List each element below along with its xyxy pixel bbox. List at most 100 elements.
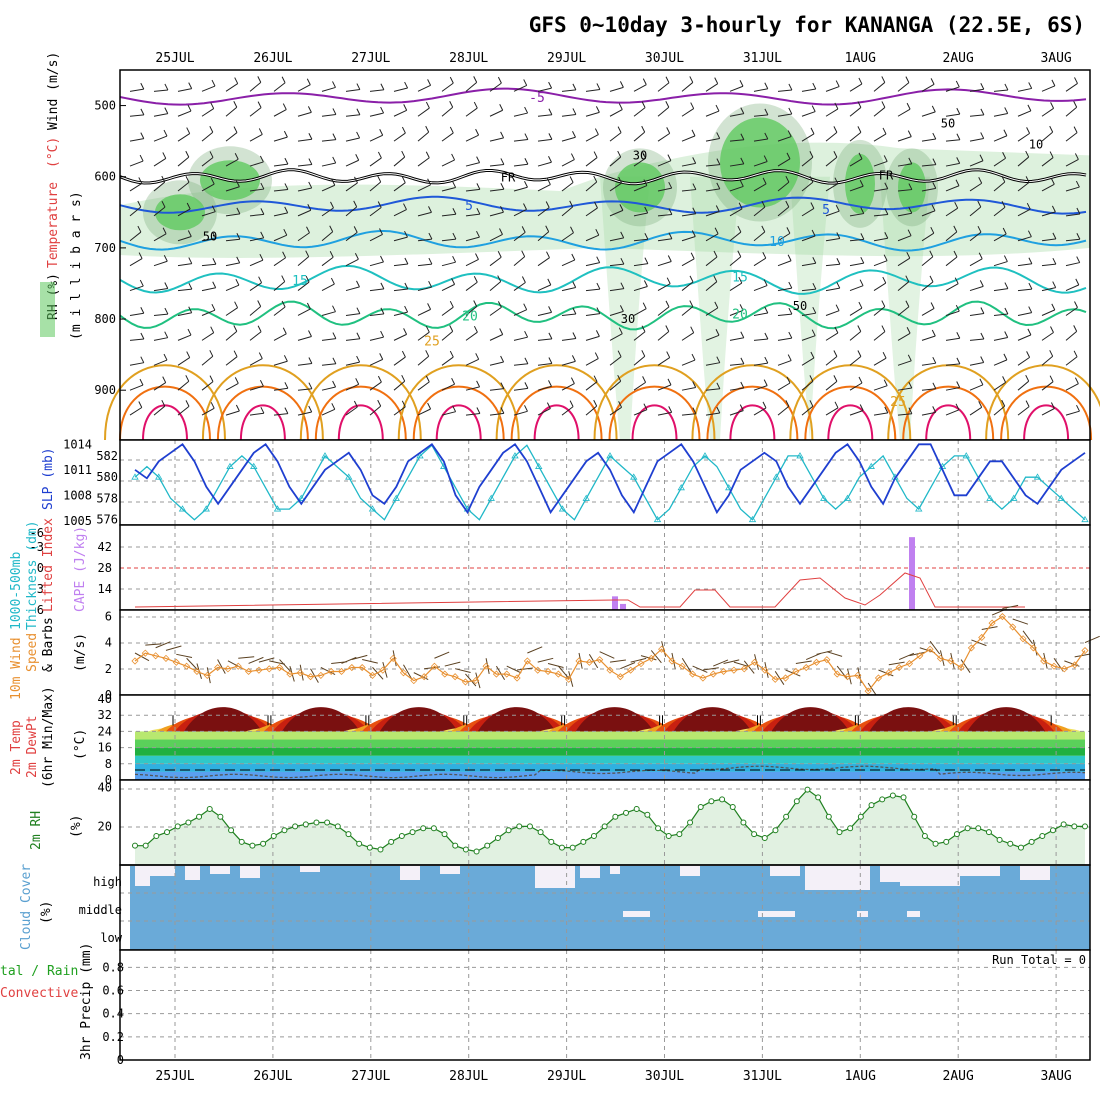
wind-barb: [489, 206, 504, 217]
rh2m-point: [537, 829, 544, 836]
wind-point: [554, 670, 562, 678]
surface-loop: [239, 404, 286, 441]
rh2m-point: [975, 825, 982, 832]
surface-loop: [201, 364, 324, 441]
wind-barb-10m: [155, 641, 171, 649]
wind-point: [678, 662, 686, 670]
wind-barb: [777, 376, 791, 391]
wind-barb: [1041, 151, 1054, 167]
wind-barb: [585, 399, 598, 416]
precip-label-1: tal / Rain: [0, 964, 78, 979]
wind-barb: [1065, 301, 1078, 316]
wind-barb: [921, 105, 936, 117]
slp-label: SLP (mb): [41, 447, 56, 510]
wind-barb: [657, 154, 672, 167]
bottom-date-axis: 25JUL 26JUL 27JUL 28JUL 29JUL 30JUL 31JUL 1AUG 2…: [155, 1069, 1071, 1084]
wind-barb: [681, 129, 696, 142]
wind-point: [668, 657, 676, 665]
wind-barb: [537, 156, 552, 167]
wind-point: [720, 667, 728, 676]
wind-barb: [633, 280, 648, 292]
wind-barb: [585, 256, 601, 267]
wind-barb: [777, 83, 793, 92]
wind-barb: [129, 307, 145, 316]
temp-band: [135, 731, 1085, 740]
wind-barb: [489, 382, 505, 391]
wind-barb: [849, 404, 864, 416]
thickness-point: [725, 484, 733, 491]
wind-barb: [801, 175, 814, 192]
thickness-point: [843, 494, 852, 501]
wind-barb: [969, 83, 985, 92]
wind-barb: [345, 176, 358, 192]
temp-hump: [673, 707, 752, 732]
surface-loop: [397, 364, 520, 441]
wind-barb: [657, 181, 673, 192]
wind-barb: [777, 307, 793, 316]
rh2m-point: [857, 813, 864, 820]
wind-barb-10m: [774, 671, 785, 685]
temp-tick: 0: [105, 773, 112, 787]
rh2m-point: [1007, 840, 1014, 847]
wind-barb: [801, 282, 817, 292]
wind-point: [513, 674, 521, 682]
wind-barb: [585, 128, 599, 142]
wind-point: [172, 658, 180, 666]
rh2m-point: [644, 811, 651, 818]
wind-barb: [1017, 328, 1032, 341]
wind-barb-10m: [444, 661, 461, 667]
cloud-clear-segment: [880, 866, 900, 882]
wind-barb-10m: [269, 660, 286, 665]
rh2m-point: [1049, 827, 1056, 834]
wind-point: [874, 674, 883, 682]
wind-barb: [273, 355, 288, 366]
wind-barb: [489, 76, 502, 92]
cloud-clear-segment: [240, 866, 260, 878]
rh-cell-core: [845, 153, 875, 214]
wind-barb: [729, 107, 745, 117]
wind-barb: [249, 182, 265, 192]
wind-barb: [681, 207, 697, 217]
thickness-point: [606, 452, 614, 459]
thickness-point: [820, 494, 828, 501]
rh2m-point: [132, 842, 138, 849]
thickness-point: [297, 494, 305, 501]
wind-barb: [153, 175, 166, 192]
wind-tick: 2: [105, 662, 112, 676]
rh2m-point: [548, 838, 555, 845]
surface-loop: [593, 364, 716, 441]
wind-barb: [825, 281, 841, 292]
surface-loop: [729, 404, 776, 441]
wind-barb: [1017, 127, 1031, 142]
label-15b: 15: [732, 270, 748, 285]
wind-barb: [993, 175, 1006, 192]
wind-barb: [513, 303, 528, 316]
wind-barb-10m: [671, 652, 676, 669]
wind-barb: [369, 151, 382, 167]
rh2m-point: [889, 792, 896, 799]
wind-barb: [177, 104, 192, 117]
wind-point: [833, 670, 841, 678]
wind-barb-10m: [898, 652, 915, 660]
contour-10: [119, 229, 1087, 252]
wind-barb-10m: [392, 650, 397, 667]
wind-barb: [201, 281, 217, 292]
wind-point: [306, 673, 315, 681]
surface-loop: [985, 364, 1100, 441]
wind-barb: [705, 77, 719, 92]
wind-barb: [513, 226, 526, 242]
wind-barb-10m: [382, 662, 388, 678]
wind-barb-10m: [795, 660, 812, 664]
wind-barb: [681, 353, 696, 366]
rh2m-point: [676, 831, 683, 838]
wind-barb: [273, 251, 287, 267]
wind-barb-10m: [1043, 652, 1048, 669]
wind-barb: [273, 183, 289, 192]
wind-barb: [681, 230, 696, 242]
wind-barb: [489, 104, 504, 117]
wind-barb: [849, 126, 862, 142]
wind-barb: [249, 76, 262, 92]
wind-barb: [369, 375, 382, 391]
wind-barb: [753, 251, 767, 267]
wind-barb: [753, 82, 769, 92]
